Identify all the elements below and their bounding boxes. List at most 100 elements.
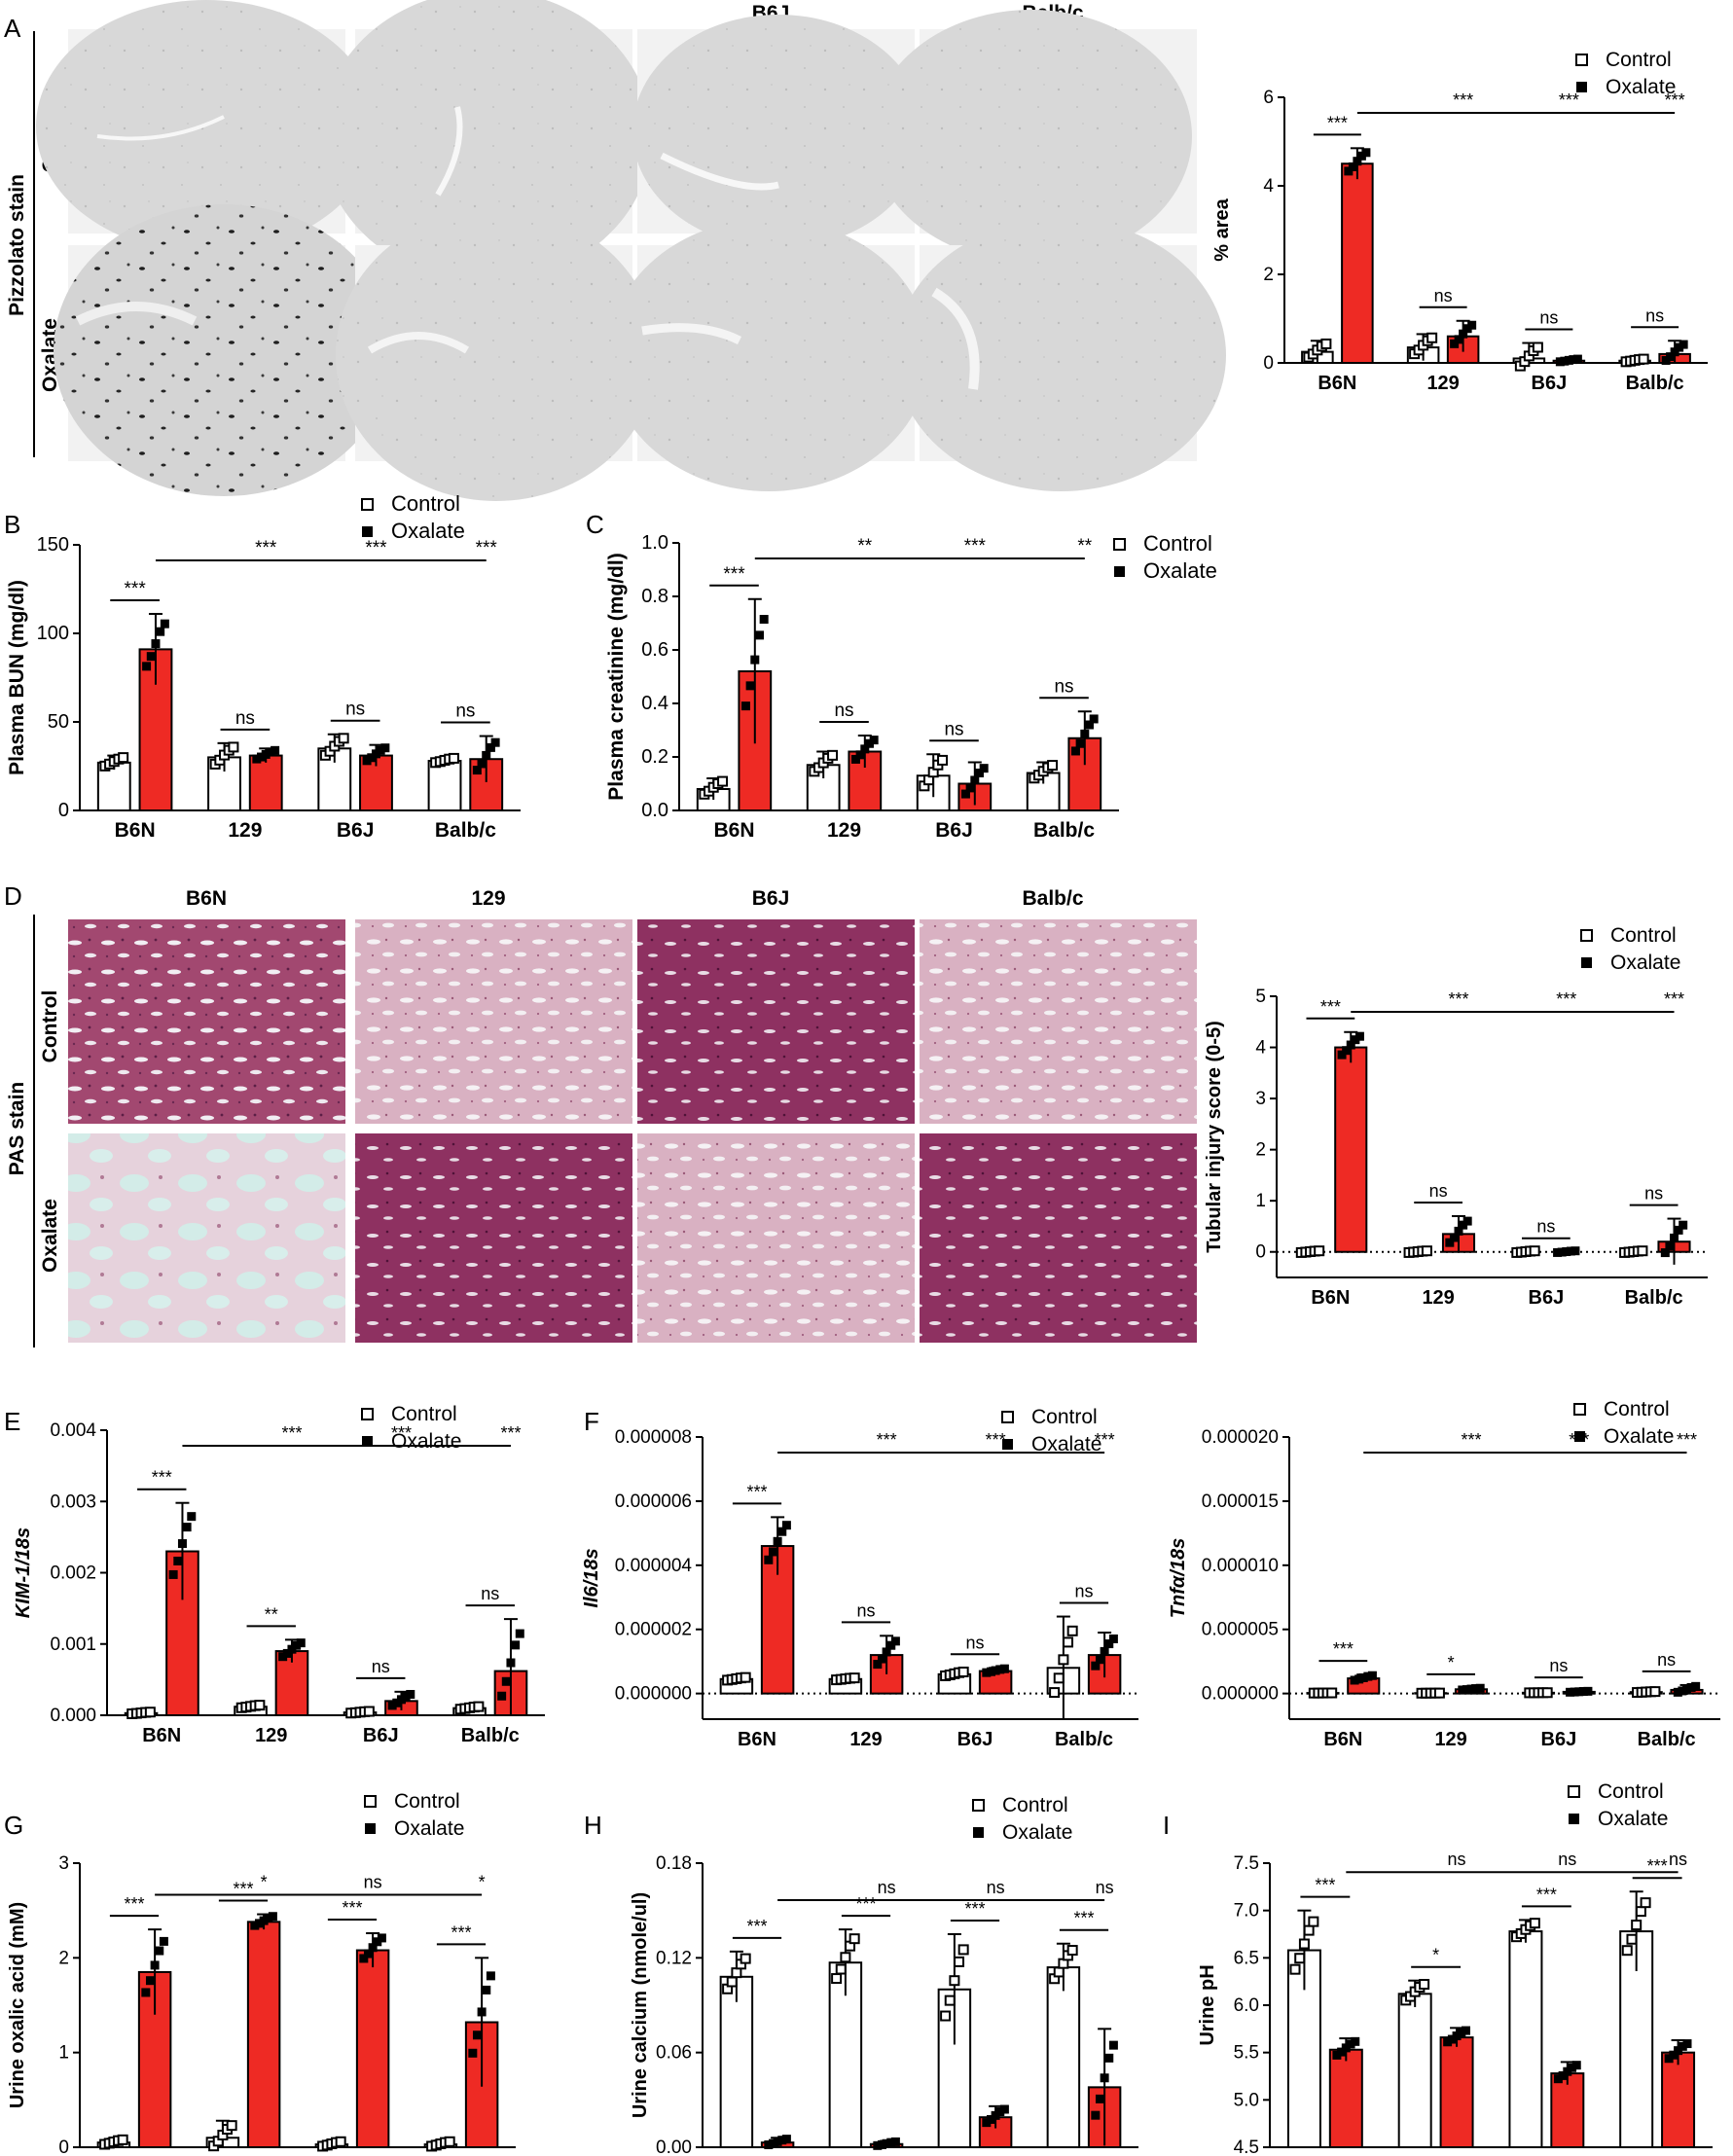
point-oxalate [1445,1238,1455,1247]
point-oxalate [490,737,500,747]
chart-e: 0.0000.0010.0020.0030.004KIM-1/18sB6N***… [13,1403,545,1746]
x-tick-label: B6J [1529,1287,1565,1309]
point-control [1638,353,1649,365]
point-oxalate [1571,2061,1581,2070]
point-oxalate [1095,2094,1104,2103]
point-control [740,1671,751,1683]
bar-oxalate [1550,2072,1585,2149]
point-oxalate [380,743,390,753]
chart-c: 0.0 0.2 0.4 0.6 0.8 1.0 Plasma creatinine (mg/… [605,531,1217,842]
bar-oxalate [1334,1046,1368,1253]
point-oxalate [1100,2073,1109,2083]
point-oxalate [886,1640,896,1650]
panel-letter-d: D [4,881,22,911]
point-oxalate [1454,1226,1463,1236]
y-tick-label: 3 [58,1853,69,1874]
sig-label-within: *** [451,1922,471,1942]
y-tick-label: 3 [1255,1089,1266,1109]
point-oxalate [882,2138,891,2148]
sig-label-within: *** [342,1898,362,1918]
point-control [1631,1920,1643,1931]
point-oxalate [472,2030,482,2040]
sig-label-within: *** [746,1917,767,1936]
point-control [827,749,839,761]
point-oxalate [1670,1233,1679,1242]
point-oxalate [1075,738,1085,748]
legend-swatch-oxalate [1002,1439,1013,1450]
sig-label-across: *** [1453,90,1473,110]
point-oxalate [1367,1671,1377,1680]
micrograph-pas-oxalate-balbc [920,1133,1197,1343]
point-oxalate [982,1668,992,1677]
point-oxalate [1091,1661,1101,1671]
point-control [1320,338,1332,349]
x-tick-label: B6J [1532,373,1568,394]
micrograph-column-balbc-pas: Balb/c [1022,887,1083,910]
x-tick-label: 129 [255,1725,287,1746]
sig-label-within: *** [124,1894,144,1914]
sig-label-within: * [1448,1653,1455,1672]
bar-control [427,760,462,811]
point-oxalate [252,754,262,764]
micrograph-column-b6n-pas: B6N [186,887,227,910]
x-tick-label: Balb/c [1626,373,1684,394]
point-oxalate [759,615,769,625]
legend-label-control: Control [1610,924,1677,947]
y-tick-label: 0 [1263,353,1274,374]
point-oxalate [392,1698,402,1707]
point-oxalate [999,2104,1009,2114]
sig-label-within: ns [455,701,475,722]
y-tick-label: 5 [1255,987,1266,1007]
chart-f2: 0.000000 0.000005 0.000010 0.000015 0.000020… [1168,1398,1720,1750]
point-oxalate [960,789,970,799]
point-oxalate [1557,1247,1567,1257]
point-oxalate [187,1512,197,1522]
point-control [1047,760,1059,772]
sig-label-across: *** [500,1423,521,1443]
point-control [1049,1687,1061,1699]
point-oxalate [1341,2043,1351,2053]
legend-label-oxalate: Oxalate [1610,952,1680,974]
point-control [1621,1945,1633,1957]
point-oxalate [1332,2050,1342,2060]
point-oxalate [1095,1655,1104,1665]
point-oxalate [278,1652,288,1662]
point-oxalate [1665,1241,1675,1251]
sig-label-within: ns [481,1584,499,1603]
point-control [473,1701,485,1712]
sig-label-within: ns [856,1600,875,1620]
point-oxalate [1461,2026,1470,2035]
micrograph-pas-control-129 [355,919,632,1124]
y-tick-label: 0.000015 [1202,1491,1279,1512]
point-oxalate [991,1666,1000,1675]
micrograph-pizzolato-control-b6n [36,0,377,253]
point-control [335,2136,346,2147]
point-oxalate [497,1691,507,1701]
sig-label-across: ns [987,1878,1005,1897]
point-oxalate [1459,329,1468,339]
sig-label-across: *** [365,538,387,558]
point-oxalate [259,1916,269,1925]
point-control [848,1672,860,1684]
legend-label-oxalate: Oxalate [1143,558,1217,583]
sig-label-within: ns [1434,286,1453,305]
point-oxalate [396,1695,406,1705]
panel-letter-b: B [4,510,20,539]
micrograph-pas-control-balbc [920,919,1197,1124]
point-oxalate [768,1547,777,1557]
y-tick-label: 0.000008 [615,1427,692,1448]
point-control [1626,1933,1638,1945]
point-oxalate [511,1640,521,1650]
y-tick-label: 0.0 [641,800,668,821]
legend-swatch-control [364,1795,377,1808]
legend-label-control: Control [1031,1406,1098,1428]
sig-label-within: ns [1536,1217,1555,1237]
point-oxalate [873,2140,883,2150]
legend-swatch-control [1113,538,1126,551]
point-oxalate [886,2138,896,2147]
sig-label-across: *** [986,1430,1006,1450]
legend-label-control: Control [1604,1398,1670,1420]
sig-label-within: ns [1657,1650,1676,1670]
x-tick-label: 129 [1422,1287,1454,1309]
